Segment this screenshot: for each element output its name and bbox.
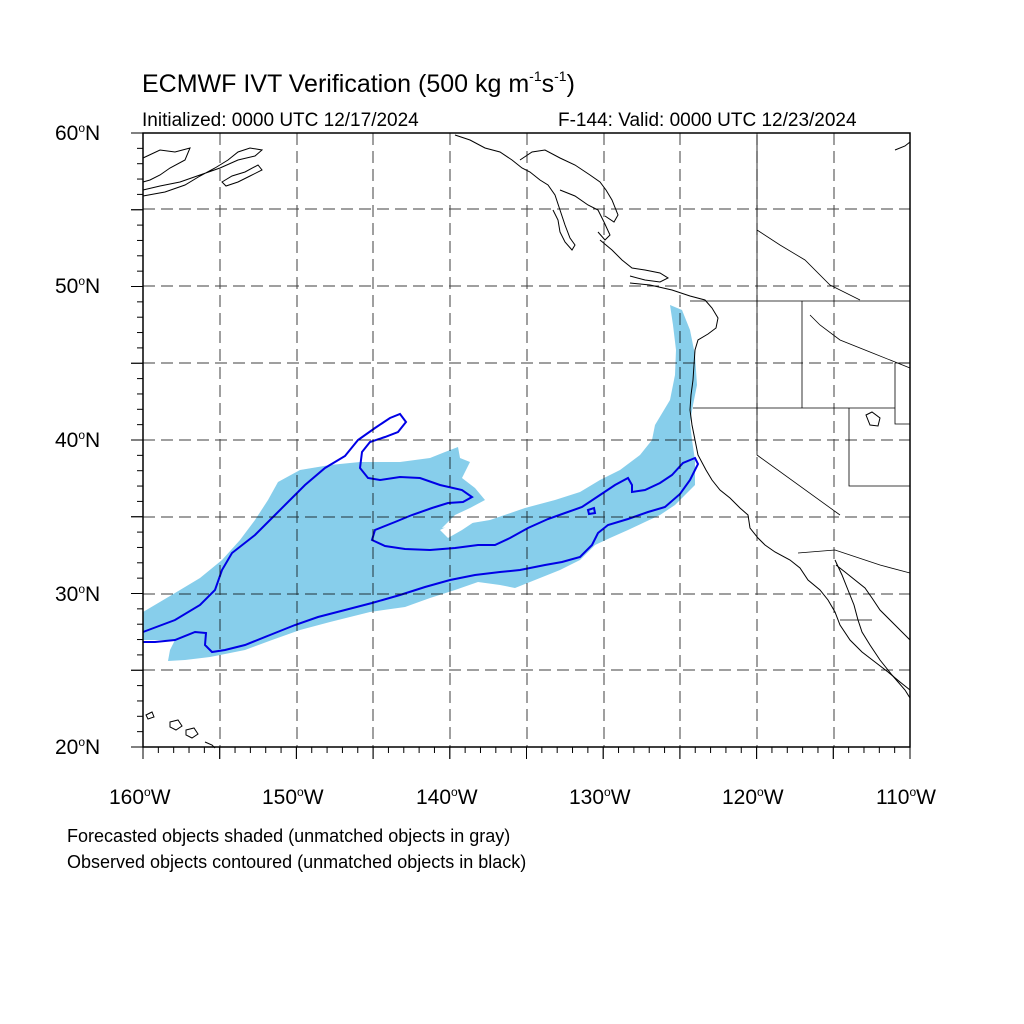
graticule [143,133,910,747]
forecast-object-shading [143,305,697,661]
lat-label-20: 20oN [55,735,101,759]
valid-time-label: F-144: Valid: 0000 UTC 12/23/2024 [558,110,857,131]
forecast-legend-note: Forecasted objects shaded (unmatched obj… [67,826,511,846]
lon-label-130: 130oW [569,785,631,809]
map-title: ECMWF IVT Verification (500 kg m-1s-1) [142,68,575,98]
lon-label-140: 140oW [416,785,478,809]
observed-legend-note: Observed objects contoured (unmatched ob… [67,852,527,872]
coastlines [142,134,911,749]
lon-label-150: 150oW [262,785,324,809]
lon-label-120: 120oW [722,785,784,809]
lon-label-160: 160oW [109,785,171,809]
lat-label-40: 40oN [55,428,101,452]
initialized-label: Initialized: 0000 UTC 12/17/2024 [142,110,419,131]
axis-ticks [131,132,911,759]
lat-label-60: 60oN [55,121,101,145]
observed-object-contour-west [142,412,700,654]
lat-label-50: 50oN [55,274,101,298]
observed-object-contour-small [586,506,597,516]
state-borders [690,135,911,621]
lon-label-110: 110oW [876,785,936,809]
lat-label-30: 30oN [55,582,101,606]
